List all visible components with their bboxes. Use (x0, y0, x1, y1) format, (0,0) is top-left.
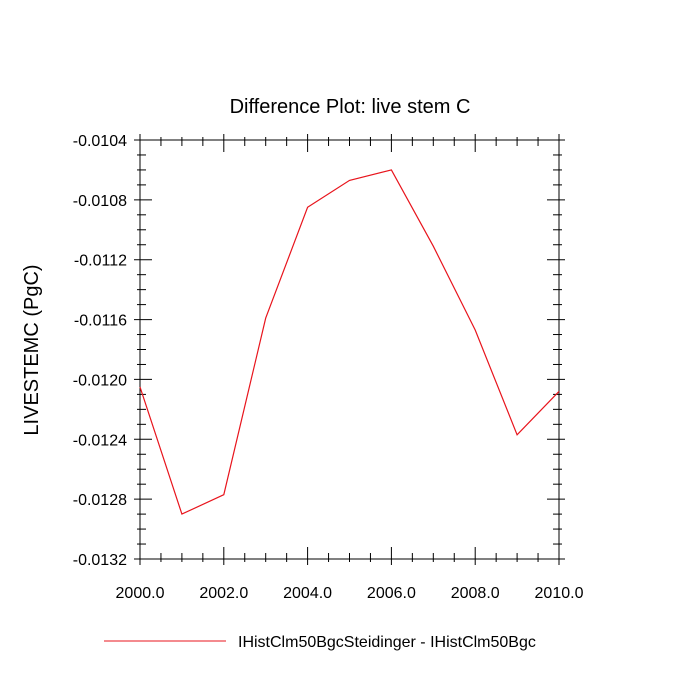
x-tick-label: 2010.0 (535, 585, 584, 602)
legend: IHistClm50BgcSteidinger - IHistClm50Bgc (104, 634, 536, 651)
y-axis-label: LIVESTEMC (PgC) (21, 264, 43, 435)
x-tick-label: 2008.0 (451, 585, 500, 602)
series-line (139, 169, 560, 515)
chart-title: Difference Plot: live stem C (230, 96, 471, 118)
y-tick-label: -0.0104 (73, 133, 127, 150)
x-tick-label: 2000.0 (116, 585, 165, 602)
x-tick-label: 2004.0 (283, 585, 332, 602)
y-tick-label: -0.0124 (73, 432, 127, 449)
y-tick-label: -0.0108 (73, 193, 127, 210)
y-tick-label: -0.0116 (74, 313, 127, 330)
y-tick-label: -0.0112 (74, 253, 127, 270)
y-tick-label: -0.0132 (73, 552, 127, 569)
series-lines (139, 169, 560, 515)
y-tick-label: -0.0120 (73, 372, 127, 389)
plot-frame (139, 139, 560, 560)
x-tick-label: 2002.0 (199, 585, 248, 602)
axis-ticks (134, 134, 565, 565)
y-tick-label: -0.0128 (73, 492, 127, 509)
legend-label: IHistClm50BgcSteidinger - IHistClm50Bgc (238, 634, 536, 651)
axis-tick-labels: 2000.0 2002.0 2004.0 2006.0 2008.0 2010.0 -0.0… (73, 133, 584, 602)
x-tick-label: 2006.0 (367, 585, 416, 602)
